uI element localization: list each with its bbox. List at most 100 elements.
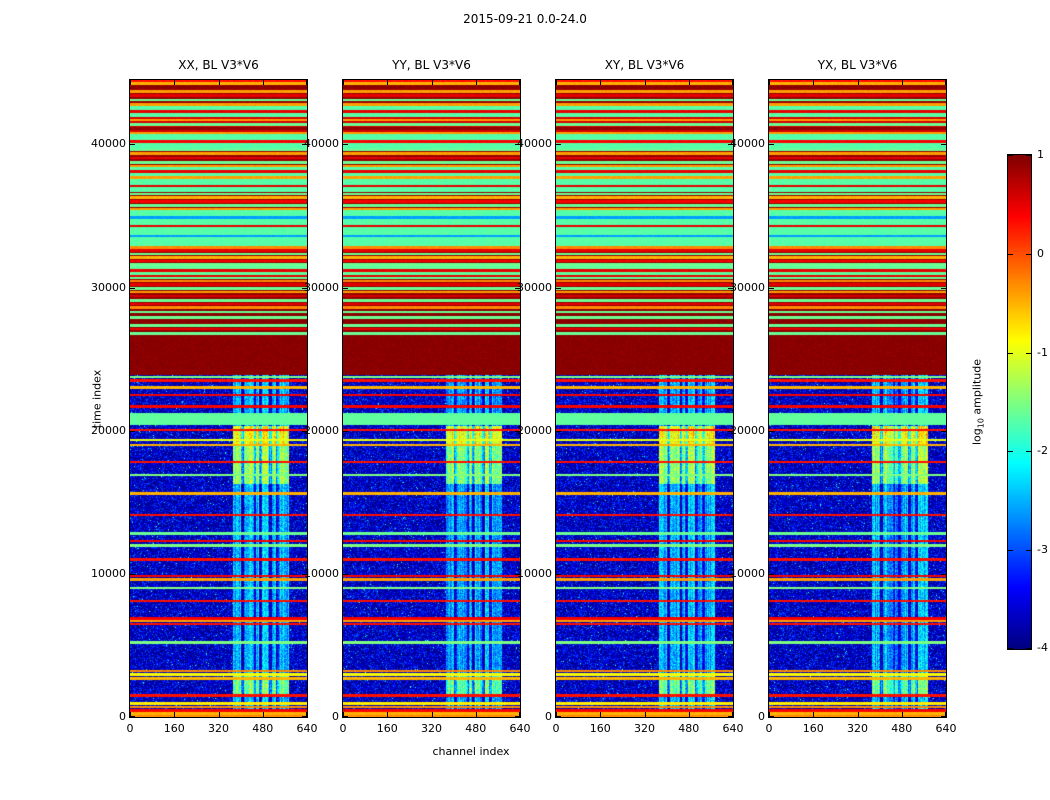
y-tick-mark bbox=[130, 716, 135, 717]
x-tick-label: 640 bbox=[722, 722, 744, 735]
x-tick-label: 160 bbox=[376, 722, 398, 735]
colorbar-tick-mark bbox=[1026, 253, 1031, 255]
x-tick-mark bbox=[387, 712, 389, 717]
y-tick-label: 10000 bbox=[304, 566, 339, 580]
colorbar-tick-mark bbox=[1026, 352, 1031, 354]
y-tick-mark bbox=[769, 716, 774, 717]
heatmap-canvas bbox=[343, 80, 520, 717]
y-tick-mark bbox=[769, 144, 774, 146]
x-tick-label: 0 bbox=[552, 722, 560, 735]
colorbar-label-sub: 10 bbox=[976, 418, 986, 429]
y-tick-label: 30000 bbox=[730, 280, 765, 294]
x-tick-mark bbox=[174, 712, 176, 717]
x-tick-mark bbox=[262, 80, 264, 85]
panel-title: YX, BL V3*V6 bbox=[817, 58, 898, 72]
y-tick-mark bbox=[941, 716, 946, 717]
colorbar bbox=[1007, 154, 1032, 650]
y-tick-label: 30000 bbox=[517, 280, 552, 294]
x-tick-mark bbox=[813, 712, 815, 717]
colorbar-label-suffix: amplitude bbox=[970, 358, 984, 419]
x-tick-mark bbox=[644, 80, 646, 85]
y-tick-mark bbox=[302, 430, 307, 432]
x-tick-mark bbox=[732, 712, 733, 717]
colorbar-tick-mark bbox=[1026, 451, 1031, 453]
x-tick-mark bbox=[901, 80, 903, 85]
y-tick-mark bbox=[728, 573, 733, 575]
x-tick-label: 0 bbox=[126, 722, 134, 735]
y-tick-label: 30000 bbox=[304, 280, 339, 294]
y-tick-label: 20000 bbox=[730, 423, 765, 437]
x-tick-label: 640 bbox=[296, 722, 318, 735]
panel-yx bbox=[768, 79, 947, 718]
y-tick-mark bbox=[302, 716, 307, 717]
y-tick-label: 20000 bbox=[517, 423, 552, 437]
y-tick-label: 0 bbox=[545, 710, 552, 723]
x-tick-label: 320 bbox=[847, 722, 868, 735]
y-tick-mark bbox=[343, 716, 348, 717]
panel-title: XX, BL V3*V6 bbox=[178, 58, 259, 72]
colorbar-tick-mark bbox=[1026, 155, 1031, 156]
y-tick-mark bbox=[728, 144, 733, 146]
x-tick-label: 480 bbox=[891, 722, 913, 735]
y-tick-mark bbox=[343, 430, 348, 432]
x-tick-mark bbox=[218, 712, 220, 717]
y-tick-mark bbox=[343, 573, 348, 575]
y-tick-mark bbox=[556, 716, 561, 717]
y-tick-mark bbox=[769, 430, 774, 432]
panel-yy bbox=[342, 79, 521, 718]
y-tick-mark bbox=[130, 573, 135, 575]
panel-title: YY, BL V3*V6 bbox=[392, 58, 471, 72]
x-tick-mark bbox=[174, 80, 176, 85]
colorbar-tick-mark bbox=[1008, 352, 1013, 354]
x-tick-mark bbox=[262, 712, 264, 717]
y-tick-mark bbox=[941, 144, 946, 146]
y-tick-mark bbox=[556, 430, 561, 432]
x-tick-mark bbox=[519, 712, 520, 717]
y-tick-mark bbox=[130, 430, 135, 432]
colorbar-tick-label: -1 bbox=[1037, 345, 1048, 359]
y-tick-mark bbox=[515, 573, 520, 575]
colorbar-tick-mark bbox=[1026, 550, 1031, 552]
x-tick-mark bbox=[769, 80, 770, 85]
x-tick-mark bbox=[688, 80, 690, 85]
y-tick-mark bbox=[556, 573, 561, 575]
y-tick-label: 30000 bbox=[91, 280, 126, 294]
colorbar-label-prefix: log bbox=[970, 428, 984, 446]
y-tick-label: 40000 bbox=[730, 137, 765, 151]
x-tick-mark bbox=[130, 712, 131, 717]
x-tick-mark bbox=[343, 80, 344, 85]
x-tick-mark bbox=[130, 80, 131, 85]
y-axis-label: time index bbox=[90, 369, 104, 429]
panel-xy bbox=[555, 79, 734, 718]
x-tick-label: 320 bbox=[634, 722, 655, 735]
y-tick-mark bbox=[515, 287, 520, 289]
y-tick-label: 20000 bbox=[91, 423, 126, 437]
x-tick-mark bbox=[600, 712, 602, 717]
panel-title: XY, BL V3*V6 bbox=[604, 58, 685, 72]
x-tick-mark bbox=[857, 712, 859, 717]
figure-title: 2015-09-21 0.0-24.0 bbox=[463, 12, 587, 26]
x-tick-mark bbox=[556, 712, 557, 717]
y-tick-mark bbox=[556, 144, 561, 146]
x-tick-mark bbox=[945, 712, 946, 717]
x-tick-mark bbox=[600, 80, 602, 85]
y-tick-mark bbox=[728, 430, 733, 432]
x-tick-label: 640 bbox=[935, 722, 957, 735]
x-tick-label: 320 bbox=[421, 722, 442, 735]
y-tick-label: 10000 bbox=[730, 566, 765, 580]
y-tick-mark bbox=[941, 287, 946, 289]
y-tick-mark bbox=[130, 287, 135, 289]
x-tick-mark bbox=[901, 712, 903, 717]
x-tick-mark bbox=[519, 80, 520, 85]
x-tick-label: 640 bbox=[509, 722, 531, 735]
x-tick-label: 160 bbox=[802, 722, 824, 735]
colorbar-label: log10 amplitude bbox=[970, 358, 986, 446]
y-tick-mark bbox=[769, 287, 774, 289]
y-tick-label: 10000 bbox=[91, 566, 126, 580]
x-tick-mark bbox=[218, 80, 220, 85]
colorbar-tick-label: 0 bbox=[1037, 246, 1044, 260]
y-tick-label: 40000 bbox=[304, 137, 339, 151]
x-tick-mark bbox=[306, 712, 307, 717]
x-axis-label: channel index bbox=[432, 745, 510, 758]
x-tick-mark bbox=[431, 712, 433, 717]
